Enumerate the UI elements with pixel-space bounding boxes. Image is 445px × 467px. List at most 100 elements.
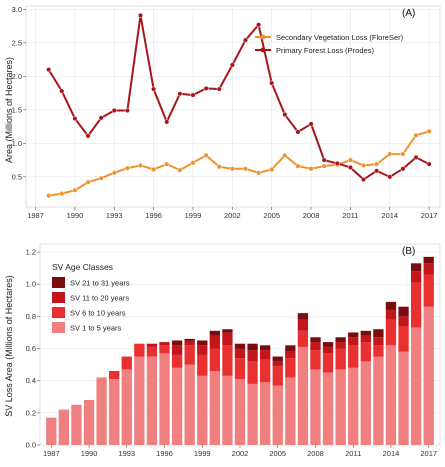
secondary-vegetation-point bbox=[46, 193, 52, 199]
sv-11-to-20-bar-segment bbox=[322, 346, 334, 354]
panel-b-bars bbox=[46, 256, 434, 445]
secondary-vegetation-point bbox=[242, 166, 249, 172]
sv-6-to-10-bar-segment bbox=[159, 345, 170, 354]
sv-1-to-5-bar-segment bbox=[360, 361, 371, 445]
secondary-vegetation-point bbox=[59, 191, 65, 197]
sv-6-to-10-bar-segment bbox=[209, 348, 220, 372]
primary-forest-point bbox=[413, 154, 419, 160]
a-x-tick-label: 1993 bbox=[106, 211, 123, 220]
panel-b-y-ticks: 0.0 0.2 0.4 0.6 0.8 1.0 1.2 bbox=[26, 248, 40, 450]
sv-6-to-10-bar-segment bbox=[385, 319, 397, 346]
sv-11-to-20-bar-segment bbox=[360, 335, 371, 343]
panel-b-label: (B) bbox=[402, 246, 415, 257]
a-x-tick-label: 2017 bbox=[421, 211, 438, 220]
sv-1-to-5-bar-segment bbox=[322, 372, 334, 445]
sv-11-to-20-bar-segment bbox=[234, 348, 246, 359]
secondary-vegetation-point bbox=[124, 165, 130, 171]
secondary-vegetation-point bbox=[203, 152, 209, 158]
secondary-vegetation-point bbox=[269, 166, 275, 173]
secondary-vegetation-point bbox=[387, 151, 393, 157]
sv-1-to-5-bar-segment bbox=[410, 327, 422, 445]
primary-forest-point bbox=[98, 115, 104, 121]
sv-1-to-5-bar-segment bbox=[121, 369, 132, 445]
primary-forest-point bbox=[137, 12, 144, 18]
b-x-tick-label: 2005 bbox=[269, 449, 286, 458]
secondary-vegetation-point bbox=[347, 157, 353, 163]
b-x-tick-label: 1996 bbox=[156, 449, 173, 458]
b-x-tick-label: 2008 bbox=[307, 449, 324, 458]
sv-1-to-5-bar-segment bbox=[385, 345, 397, 445]
b-y-tick-label: 0.2 bbox=[26, 408, 36, 417]
panel-b-y-axis-title: SV Loss Area (Millions of Hectares) bbox=[4, 275, 14, 417]
b-x-tick-label: 2011 bbox=[345, 449, 361, 458]
secondary-vegetation-point bbox=[151, 166, 157, 173]
sv-21-to-31-bar-segment bbox=[184, 338, 195, 341]
sv-6-to-10-bar-segment bbox=[285, 358, 296, 378]
primary-forest-point bbox=[242, 37, 249, 43]
sv-1-to-5-bar-segment bbox=[46, 417, 57, 445]
sv-21-to-31-bar-segment bbox=[373, 329, 384, 338]
sv-11-to-20-bar-segment bbox=[209, 335, 220, 349]
sv-6-to-10-bar-segment bbox=[109, 371, 120, 380]
sv-1-to-5-bar-segment bbox=[234, 379, 246, 445]
a-x-tick-label: 2008 bbox=[303, 211, 320, 220]
primary-forest-point bbox=[334, 160, 340, 166]
sv-21-to-31-bar-segment bbox=[360, 330, 371, 336]
primary-forest-point bbox=[59, 88, 65, 94]
sv-21-to-31-bar-segment bbox=[410, 263, 422, 272]
sv-1-to-5-bar-segment bbox=[373, 356, 384, 445]
sv-11-to-20-bar-segment bbox=[159, 342, 170, 346]
secondary-vegetation-point bbox=[229, 166, 235, 172]
sv-6-to-10-bar-segment bbox=[134, 343, 145, 357]
sv-1-to-5-bar-segment bbox=[58, 409, 70, 445]
sv-21-to-31-bar-segment bbox=[247, 343, 258, 351]
sv-6-to-10-bar-segment bbox=[146, 346, 158, 357]
primary-forest-point bbox=[177, 91, 183, 97]
primary-forest-point bbox=[374, 168, 380, 174]
primary-forest-point bbox=[295, 129, 301, 135]
secondary-vegetation-point bbox=[426, 128, 432, 134]
primary-forest-point bbox=[203, 85, 209, 91]
legend-primary-swatch-point bbox=[260, 47, 266, 53]
sv-11-to-20-bar-segment bbox=[297, 319, 309, 331]
legend-b-title: SV Age Classes bbox=[52, 262, 113, 272]
sv-21-to-31-bar-segment bbox=[322, 342, 334, 347]
a-y-tick-label: 3.0 bbox=[12, 5, 22, 14]
a-y-tick-label: 2.0 bbox=[12, 72, 22, 81]
sv-21-to-31-bar-segment bbox=[209, 330, 220, 336]
sv-11-to-20-bar-segment bbox=[247, 350, 258, 362]
sv-11-to-20-bar-segment bbox=[310, 342, 321, 351]
panel-b-legend: SV Age Classes SV 21 to 31 years SV 11 to… bbox=[52, 262, 130, 333]
b-y-tick-label: 1.0 bbox=[26, 280, 36, 289]
panel-a-y-axis-title: Area (Millions of Hectares) bbox=[4, 57, 14, 163]
primary-forest-point bbox=[256, 22, 262, 28]
sv-11-to-20-bar-segment bbox=[222, 332, 233, 346]
a-y-tick-label: 2.5 bbox=[12, 38, 22, 47]
sv-1-to-5-bar-segment bbox=[398, 351, 409, 445]
primary-forest-point bbox=[426, 161, 432, 167]
sv-11-to-20-bar-segment bbox=[348, 337, 359, 346]
sv-6-to-10-bar-segment bbox=[360, 342, 371, 362]
panel-a-label: (A) bbox=[402, 8, 415, 19]
secondary-vegetation-point bbox=[295, 163, 301, 169]
primary-forest-point bbox=[269, 80, 275, 86]
secondary-vegetation-point bbox=[164, 161, 170, 167]
primary-forest-point bbox=[229, 62, 235, 68]
secondary-vegetation-point bbox=[321, 163, 327, 169]
sv-1-to-5-bar-segment bbox=[335, 369, 346, 445]
a-x-tick-label: 1987 bbox=[27, 211, 44, 220]
sv-1-to-5-bar-segment bbox=[272, 385, 283, 445]
primary-forest-point bbox=[164, 119, 170, 125]
sv-21-to-31-bar-segment bbox=[234, 343, 246, 349]
primary-forest-point bbox=[282, 111, 288, 118]
sv-11-to-20-bar-segment bbox=[335, 342, 346, 349]
panel-a: 0.5 1.0 1.5 2.0 2.5 3.0 1987 1990 1993 1996 1999 2… bbox=[4, 5, 441, 220]
primary-forest-point bbox=[46, 67, 52, 73]
sv-6-to-10-bar-segment bbox=[297, 330, 309, 347]
primary-forest-point bbox=[308, 121, 314, 127]
sv-21-to-31-bar-segment bbox=[171, 340, 183, 346]
sv-6-to-10-bar-segment bbox=[234, 358, 246, 380]
sv-11-to-20-bar-segment bbox=[260, 350, 271, 360]
a-x-tick-label: 2005 bbox=[263, 211, 280, 220]
sv-1-to-5-bar-segment bbox=[83, 399, 95, 445]
